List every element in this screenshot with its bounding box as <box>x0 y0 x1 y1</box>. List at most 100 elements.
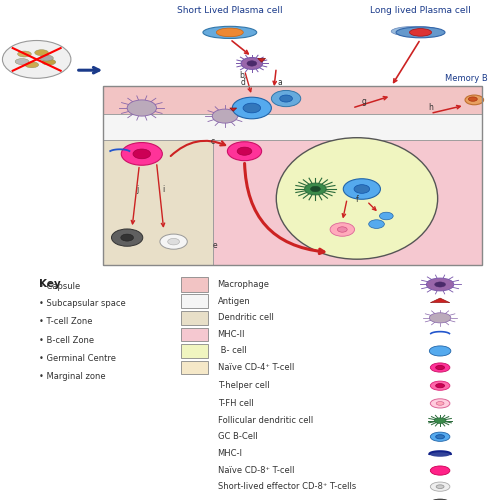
Ellipse shape <box>35 50 48 56</box>
FancyBboxPatch shape <box>181 328 207 342</box>
Ellipse shape <box>435 402 443 405</box>
Text: a: a <box>277 78 282 87</box>
FancyBboxPatch shape <box>102 140 212 264</box>
Text: Memory B- cell: Memory B- cell <box>445 74 488 83</box>
Ellipse shape <box>390 26 439 36</box>
Text: Macrophage: Macrophage <box>217 280 269 289</box>
Text: Antigen: Antigen <box>217 296 250 306</box>
Ellipse shape <box>435 366 444 370</box>
Ellipse shape <box>227 142 261 161</box>
Text: h: h <box>427 104 432 112</box>
Text: Naïve CD-8⁺ T-cell: Naïve CD-8⁺ T-cell <box>217 466 293 475</box>
Ellipse shape <box>271 90 300 106</box>
Ellipse shape <box>121 234 133 241</box>
Text: • Subcapsular space: • Subcapsular space <box>39 299 125 308</box>
Ellipse shape <box>379 212 392 220</box>
Text: Follicular dendritic cell: Follicular dendritic cell <box>217 416 312 425</box>
Ellipse shape <box>18 51 31 57</box>
Ellipse shape <box>203 26 256 38</box>
Ellipse shape <box>408 28 430 36</box>
Ellipse shape <box>368 220 384 228</box>
Ellipse shape <box>237 147 251 155</box>
Ellipse shape <box>337 227 346 232</box>
Ellipse shape <box>429 482 449 492</box>
Ellipse shape <box>329 223 354 236</box>
Ellipse shape <box>246 61 256 66</box>
Text: T-helper cell: T-helper cell <box>217 381 269 390</box>
Text: j: j <box>136 184 138 194</box>
FancyBboxPatch shape <box>181 311 207 324</box>
Ellipse shape <box>395 27 444 38</box>
Text: • Germinal Centre: • Germinal Centre <box>39 354 116 363</box>
Ellipse shape <box>42 59 56 65</box>
Ellipse shape <box>429 363 449 372</box>
Text: Short-lived effector CD-8⁺ T-cells: Short-lived effector CD-8⁺ T-cells <box>217 482 355 491</box>
Text: Long lived Plasma cell: Long lived Plasma cell <box>369 6 470 16</box>
FancyBboxPatch shape <box>102 114 481 140</box>
Text: i: i <box>163 184 164 194</box>
Polygon shape <box>429 298 449 302</box>
Text: d: d <box>240 78 245 87</box>
Ellipse shape <box>232 97 271 119</box>
Ellipse shape <box>428 346 450 356</box>
Ellipse shape <box>435 485 443 488</box>
Text: B- cell: B- cell <box>217 346 246 356</box>
Text: e: e <box>212 241 217 250</box>
Ellipse shape <box>160 234 187 249</box>
Ellipse shape <box>353 184 369 194</box>
Ellipse shape <box>428 451 450 457</box>
Ellipse shape <box>426 278 453 291</box>
Ellipse shape <box>434 282 445 287</box>
Ellipse shape <box>25 62 39 68</box>
Ellipse shape <box>435 384 444 388</box>
Ellipse shape <box>243 103 260 113</box>
Ellipse shape <box>343 178 380 200</box>
Text: c: c <box>210 137 214 146</box>
Ellipse shape <box>429 432 449 442</box>
Ellipse shape <box>464 95 483 105</box>
Ellipse shape <box>133 149 150 159</box>
Ellipse shape <box>167 238 179 245</box>
Polygon shape <box>229 108 236 111</box>
Ellipse shape <box>428 313 450 323</box>
Text: • B-cell Zone: • B-cell Zone <box>39 336 94 344</box>
Ellipse shape <box>216 28 243 36</box>
Text: • T-cell Zone: • T-cell Zone <box>39 318 92 326</box>
Ellipse shape <box>276 138 437 259</box>
Ellipse shape <box>433 418 445 424</box>
Text: • Marginal zone: • Marginal zone <box>39 372 105 382</box>
FancyBboxPatch shape <box>181 344 207 358</box>
Ellipse shape <box>212 109 237 123</box>
Text: Dendritic cell: Dendritic cell <box>217 314 273 322</box>
Ellipse shape <box>429 466 449 475</box>
Ellipse shape <box>304 183 325 195</box>
Text: b,: b, <box>239 71 246 80</box>
Ellipse shape <box>429 399 449 408</box>
Ellipse shape <box>121 142 162 165</box>
Ellipse shape <box>435 434 444 439</box>
Ellipse shape <box>15 58 29 64</box>
Ellipse shape <box>40 55 53 61</box>
Text: GC B-Cell: GC B-Cell <box>217 432 257 441</box>
Ellipse shape <box>127 100 156 116</box>
Ellipse shape <box>310 186 320 192</box>
Text: T-FH cell: T-FH cell <box>217 399 253 408</box>
Text: Key: Key <box>39 279 61 289</box>
Text: MHC-II: MHC-II <box>217 330 244 339</box>
Text: Naïve CD-4⁺ T-cell: Naïve CD-4⁺ T-cell <box>217 363 293 372</box>
Ellipse shape <box>241 58 262 70</box>
Ellipse shape <box>468 97 476 102</box>
Ellipse shape <box>111 229 142 246</box>
Text: MHC-I: MHC-I <box>217 450 242 458</box>
FancyBboxPatch shape <box>181 294 207 308</box>
Text: g: g <box>361 97 366 106</box>
Polygon shape <box>257 58 265 62</box>
Text: • Capsule: • Capsule <box>39 282 80 290</box>
Text: f: f <box>355 196 358 204</box>
Text: Short Lived Plasma cell: Short Lived Plasma cell <box>177 6 282 16</box>
FancyBboxPatch shape <box>181 277 207 292</box>
FancyBboxPatch shape <box>212 140 481 264</box>
Circle shape <box>2 40 71 78</box>
Ellipse shape <box>428 499 450 500</box>
Ellipse shape <box>279 95 292 102</box>
